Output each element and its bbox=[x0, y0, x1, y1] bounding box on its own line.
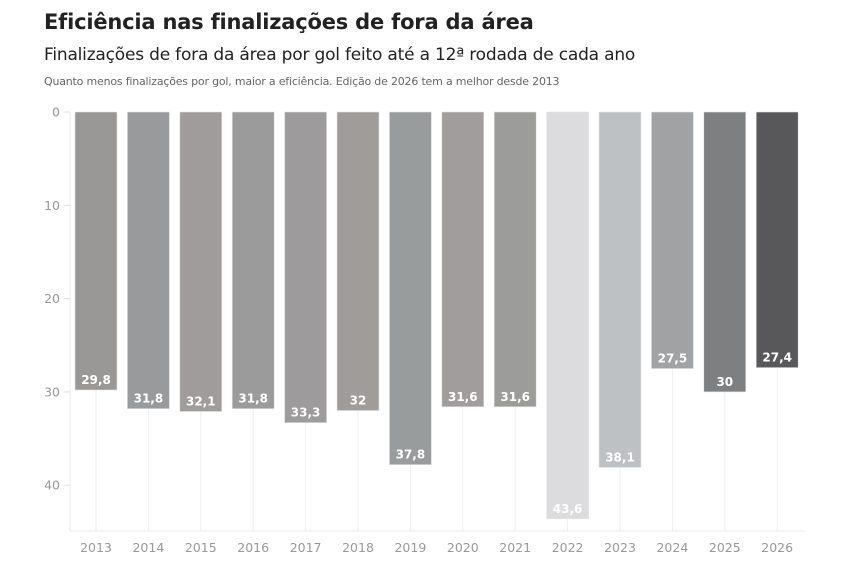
bar-2017[interactable] bbox=[284, 111, 327, 423]
x-tick-label: 2015 bbox=[185, 540, 217, 555]
x-tick-label: 2024 bbox=[656, 540, 688, 555]
y-tick-label: 30 bbox=[44, 384, 60, 399]
bar-2026[interactable] bbox=[755, 111, 799, 368]
y-tick-label: 40 bbox=[44, 478, 60, 493]
bar-2022[interactable] bbox=[546, 111, 589, 520]
bar-2021[interactable] bbox=[493, 111, 537, 408]
x-tick-label: 2013 bbox=[80, 540, 112, 555]
x-tick-label: 2023 bbox=[604, 540, 636, 555]
x-tick-label: 2020 bbox=[447, 540, 479, 555]
bar-value-label: 33,3 bbox=[291, 406, 321, 420]
bar-2016[interactable] bbox=[231, 111, 275, 409]
bar-value-label: 31,8 bbox=[238, 392, 268, 406]
bar-value-label: 30 bbox=[716, 375, 733, 389]
bar-2025[interactable] bbox=[703, 111, 747, 393]
bar-value-label: 43,6 bbox=[553, 502, 583, 516]
x-tick-label: 2017 bbox=[290, 540, 322, 555]
bar-value-label: 38,1 bbox=[605, 450, 635, 464]
x-tick-label: 2018 bbox=[342, 540, 374, 555]
x-tick-label: 2026 bbox=[761, 540, 793, 555]
bar-value-label: 31,6 bbox=[448, 390, 478, 404]
x-tick-label: 2019 bbox=[394, 540, 426, 555]
bar-2013[interactable] bbox=[74, 111, 118, 391]
x-tick-label: 2016 bbox=[237, 540, 269, 555]
bars bbox=[74, 111, 799, 520]
axes: 0 10 20 30 40 2013 2014 2015 2016 2017 2018 2019 202… bbox=[44, 105, 805, 555]
x-tick-label: 2014 bbox=[132, 540, 164, 555]
x-tick-label: 2021 bbox=[499, 540, 531, 555]
bar-value-label: 31,8 bbox=[134, 392, 164, 406]
bar-labels: 29,8 31,8 32,1 31,8 33,3 32 37,8 31,6 31,6 43,6 38… bbox=[81, 351, 792, 516]
bar-2018[interactable] bbox=[336, 111, 380, 411]
x-tick-label: 2025 bbox=[709, 540, 741, 555]
bar-value-label: 29,8 bbox=[81, 373, 111, 387]
bar-2014[interactable] bbox=[127, 111, 170, 409]
x-tick-label: 2022 bbox=[552, 540, 584, 555]
bar-value-label: 27,5 bbox=[658, 352, 688, 366]
bar-2015[interactable] bbox=[179, 111, 223, 412]
bar-value-label: 37,8 bbox=[396, 448, 426, 462]
chart-note: Quanto menos finalizações por gol, maior… bbox=[44, 75, 560, 88]
bar-value-label: 31,6 bbox=[500, 390, 530, 404]
y-tick-label: 10 bbox=[44, 198, 60, 213]
bar-2023[interactable] bbox=[598, 111, 642, 468]
bar-value-label: 32,1 bbox=[186, 394, 216, 408]
bar-2019[interactable] bbox=[389, 111, 432, 465]
bar-2020[interactable] bbox=[441, 111, 485, 408]
y-tick-label: 0 bbox=[52, 105, 60, 120]
bar-value-label: 27,4 bbox=[762, 351, 792, 365]
chart-subtitle: Finalizações de fora da área por gol fei… bbox=[44, 45, 636, 65]
y-tick-label: 20 bbox=[44, 291, 60, 306]
chart-title: Eficiência nas finalizações de fora da á… bbox=[44, 10, 534, 34]
bar-2024[interactable] bbox=[651, 111, 694, 369]
bar-value-label: 32 bbox=[350, 394, 367, 408]
